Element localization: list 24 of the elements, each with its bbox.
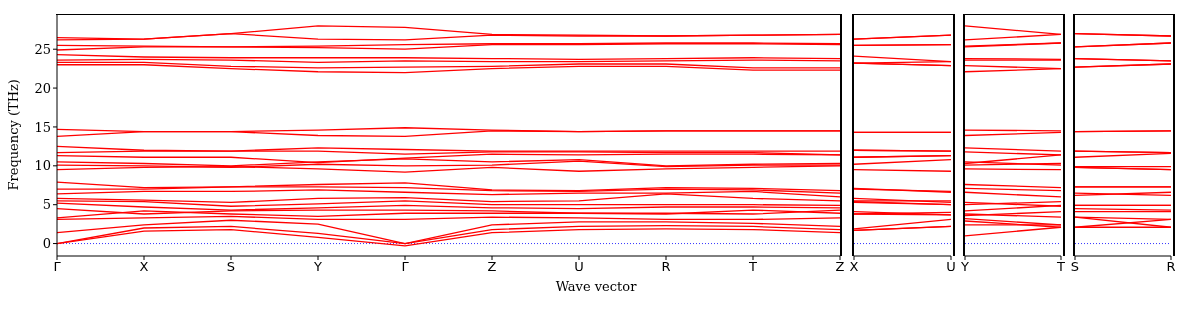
x-tick-label: T — [748, 259, 758, 275]
y-tick-label: 25 — [34, 41, 51, 57]
x-tick-label: U — [946, 259, 956, 275]
x-tick-label: X — [849, 259, 859, 275]
x-tick-label: R — [1166, 259, 1176, 275]
x-tick-label: Y — [960, 259, 970, 275]
y-tick-label: 5 — [42, 197, 51, 213]
x-tick-label: U — [574, 259, 584, 275]
x-tick-label: Z — [835, 259, 845, 275]
x-tick-label: X — [139, 259, 149, 275]
y-axis-title: Frequency (THz) — [5, 79, 21, 191]
y-tick-label: 0 — [42, 236, 51, 252]
x-tick-label: T — [1056, 259, 1066, 275]
x-tick-label: Γ — [401, 259, 410, 275]
x-tick-label: S — [226, 259, 236, 275]
x-tick-label: S — [1070, 259, 1080, 275]
x-tick-label: Γ — [53, 259, 62, 275]
y-tick-label: 20 — [34, 80, 51, 96]
x-axis-title: Wave vector — [555, 279, 637, 294]
x-tick-label: R — [661, 259, 671, 275]
x-tick-label: Y — [313, 259, 323, 275]
y-tick-label: 10 — [34, 158, 51, 174]
y-tick-label: 15 — [34, 119, 51, 135]
x-tick-label: Z — [487, 259, 497, 275]
